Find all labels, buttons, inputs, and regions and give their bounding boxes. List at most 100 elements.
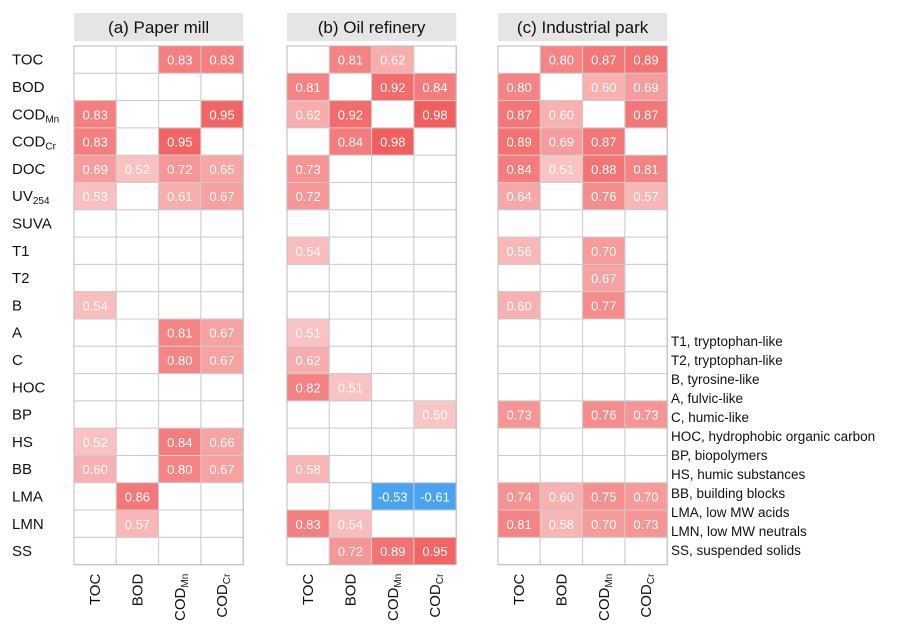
heatmap-cell [539,209,584,238]
heatmap-cell [624,291,668,320]
heatmap-cell [158,400,202,429]
column-label: CODMn [596,574,615,621]
cell-value-label: 0.80 [506,80,531,95]
row-label: LMN [12,516,44,533]
heatmap-cell [539,236,584,265]
heatmap-cell [539,100,584,129]
heatmap-cell [115,100,160,129]
cell-value-label: 0.65 [209,162,234,177]
cell-value-label: 0.81 [338,53,363,68]
heatmap-cell [328,182,373,211]
cell-value-label: 0.87 [506,107,531,122]
row-label: UV254 [12,188,50,207]
heatmap-cell [158,209,202,238]
cell-value-label: 0.62 [295,353,320,368]
heatmap-cell [413,236,457,265]
heatmap-cell [115,482,160,511]
cell-value-label: 0.70 [591,517,616,532]
heatmap-cell [200,209,244,238]
cell-value-label: 0.67 [591,271,616,286]
row-label: B [12,297,22,314]
cell-value-label: 0.73 [506,408,531,423]
heatmap-cell [286,263,330,293]
heatmap-cell [413,263,457,293]
heatmap-cell [158,291,202,320]
heatmap-cell [371,373,415,402]
cell-value-label: 0.62 [295,107,320,122]
heatmap-cell [115,209,160,238]
cell-value-label: 0.83 [83,135,108,150]
heatmap-cell [497,318,541,347]
heatmap-cell [158,536,202,566]
heatmap-cell [73,345,117,375]
cell-value-label: 0.83 [167,53,192,68]
row-label: HS [12,434,33,451]
heatmap-cell [497,400,541,429]
heatmap-cell [582,536,626,566]
heatmap-cell [115,509,160,538]
heatmap-cell [624,127,668,156]
heatmap-cell [624,318,668,347]
heatmap-cell [200,291,244,320]
row-label: SS [12,543,32,560]
heatmap-cell [624,263,668,293]
heatmap-cell [200,482,244,511]
cell-value-label: 0.61 [167,189,192,204]
heatmap-cell [286,291,330,320]
facet-title-strip [498,13,668,41]
cell-value-label: 0.69 [549,135,574,150]
heatmap-cell [371,182,415,211]
heatmap-cell [115,536,160,566]
cell-value-label: 0.74 [506,489,531,504]
heatmap-cell [158,482,202,511]
heatmap-cell [624,345,668,375]
panel-border [286,45,457,566]
heatmap-cell [73,263,117,293]
heatmap-cell [497,455,541,484]
cell-value-label: 0.81 [506,517,531,532]
heatmap-cell [73,45,117,74]
cell-value-label: 0.87 [591,135,616,150]
heatmap-cell [413,182,457,211]
heatmap-cell [158,455,202,484]
heatmap-cell [539,536,584,566]
heatmap-cell [371,291,415,320]
cell-value-label: 0.60 [549,107,574,122]
heatmap-cell [413,127,457,156]
cell-value-label: 0.82 [295,380,320,395]
heatmap-cell [624,400,668,429]
legend-entry: T2, tryptophan-like [671,353,783,368]
heatmap-cell [286,209,330,238]
heatmap-cell [624,509,668,538]
heatmap-cell [413,345,457,375]
heatmap-cell [328,509,373,538]
facet-title: (c) Industrial park [517,18,649,37]
heatmap-cell [73,400,117,429]
cell-value-label: 0.92 [338,107,363,122]
heatmap-cell [115,236,160,265]
heatmap-cell [624,182,668,211]
heatmap-cell [582,291,626,320]
heatmap-cell [539,427,584,457]
legend-entry: HOC, hydrophobic organic carbon [671,429,875,444]
cell-value-label: 0.56 [506,244,531,259]
heatmap-cell [328,427,373,457]
heatmap-cell [413,427,457,457]
cell-value-label: 0.53 [83,189,108,204]
heatmap-cell [582,100,626,129]
column-label: CODCr [427,573,446,618]
heatmap-cell [582,209,626,238]
cell-value-label: 0.89 [380,544,405,559]
cell-value-label: 0.73 [295,162,320,177]
heatmap-cell [413,400,457,429]
heatmap-cell [624,209,668,238]
heatmap-cell [371,209,415,238]
heatmap-cell [73,291,117,320]
heatmap-cell [200,373,244,402]
heatmap-cell [158,182,202,211]
column-label: BOD [342,574,359,607]
heatmap-cell [497,127,541,156]
heatmap-cell [286,45,330,74]
cell-value-label: 0.84 [506,162,531,177]
heatmap-cell [115,427,160,457]
